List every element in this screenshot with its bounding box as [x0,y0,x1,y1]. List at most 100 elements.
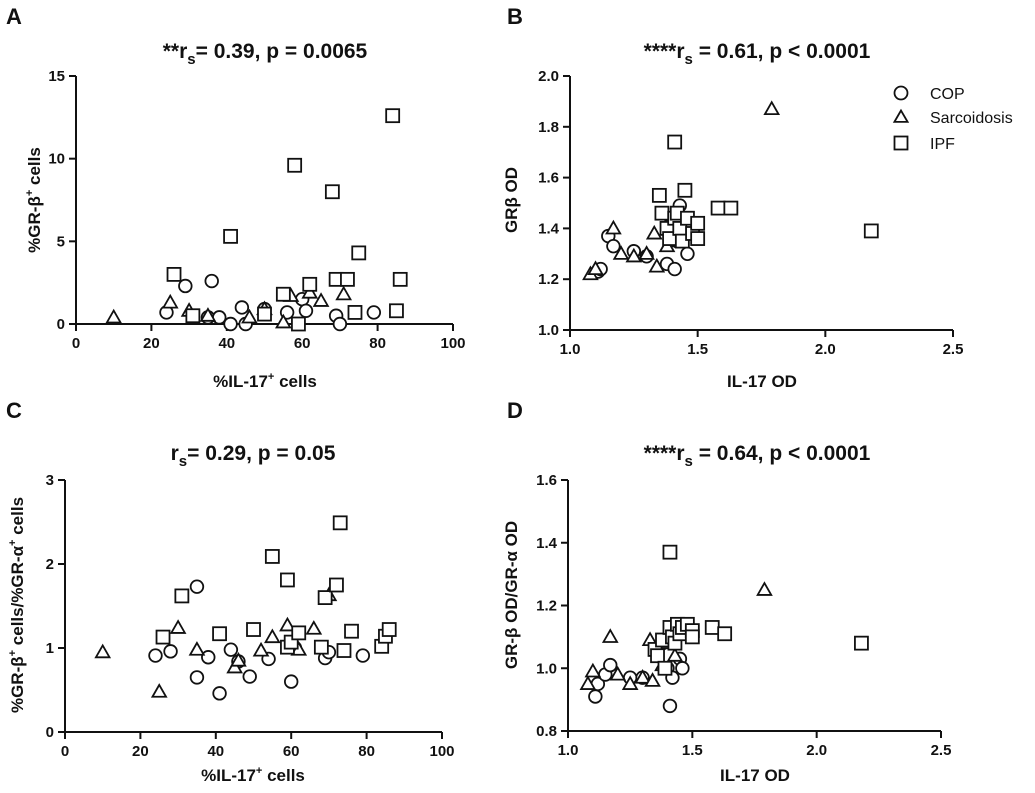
panel-b-point-sarcoidosis [612,245,630,260]
panel-b-point-ipf [667,134,683,150]
panel-d-point-ipf [657,660,673,676]
panel-a-point-sarcoidosis [312,292,330,307]
panel-d-ytick-label: 1.2 [536,598,557,615]
panel-d-ylabel: GR-β OD/GR-α OD [502,521,521,669]
legend-sarcoidosis-marker [892,108,910,123]
panel-a-ytick-label: 10 [48,151,65,168]
panel-c-xtick-label: 20 [132,743,149,760]
panel-c-point-sarcoidosis [94,643,112,659]
panel-a-point-sarcoidosis [241,308,258,324]
panel-c-point-cop [189,670,205,685]
panel-b-point-sarcoidosis [645,224,663,240]
panel-c-point-sarcoidosis [252,641,270,657]
panel-b-xtick-label: 2.0 [815,341,836,358]
panel-c-xtick-label: 0 [61,743,69,760]
panel-a-point-ipf [291,316,306,332]
panel-d-title: ****rs = 0.64, p < 0.0001 [644,442,871,470]
legend-cop-marker [893,85,909,101]
panel-a-point-ipf [223,228,238,244]
panel-c-point-cop [212,686,227,701]
panel-c-point-ipf [329,577,344,593]
panel-a-ytick-label: 0 [57,316,65,333]
panel-a: A **rs= 0.39, p = 0.0065 %IL-17+ cells %… [6,4,368,391]
panel-a-point-ipf [324,184,340,200]
panel-b-point-ipf [654,205,670,221]
panel-c-point-ipf [381,622,397,637]
panel-c-ytick-label: 3 [46,472,54,489]
panel-d-ytick-label: 1.6 [536,472,557,489]
panel-c-point-cop [242,669,257,684]
panel-b-point-ipf [677,182,693,198]
panel-c-point-ipf [332,515,348,531]
panel-a-point-ipf [275,286,291,302]
panel-b-point-sarcoidosis [648,257,666,273]
panel-c: C rs= 0.29, p = 0.05 %IL-17+ cells %GR-β… [6,398,336,785]
panel-b-point-ipf [723,200,739,216]
panel-d-point-ipf [662,544,678,560]
panel-label-c: C [6,398,22,423]
panel-c-point-sarcoidosis [263,628,281,644]
panel-b-point-sarcoidosis [638,245,655,260]
panel-d-point-sarcoidosis [756,581,773,596]
panel-d-point-cop [603,657,618,673]
panel-b-point-sarcoidosis [625,247,643,263]
panel-c-point-sarcoidosis [150,683,168,698]
legend: COP Sarcoidosis IPF [892,85,1013,153]
panel-a-point-ipf [257,306,272,322]
panel-a-plot: 0 5 10 15 0 20 40 60 80 100 [48,68,465,352]
panel-c-ytick-label: 2 [46,556,54,573]
panel-b-ytick-label: 1.2 [538,271,559,288]
panel-label-a: A [6,4,22,29]
panel-b-xtick-label: 2.5 [943,341,964,358]
panel-b: B ****rs = 0.61, p < 0.0001 IL-17 OD GRβ… [502,4,1013,391]
panel-c-point-ipf [336,643,352,658]
legend-sarcoidosis-label: Sarcoidosis [930,110,1013,127]
panel-c-point-cop [189,579,205,594]
panel-a-point-cop [212,310,227,325]
panel-a-point-sarcoidosis [274,313,292,329]
legend-cop-label: COP [930,86,965,103]
panel-a-point-sarcoidosis [199,307,217,322]
panel-d-xlabel: IL-17 OD [720,766,790,785]
panel-d-ytick-label: 1.4 [536,535,558,552]
legend-ipf-marker [893,135,909,151]
panel-c-ylabel: %GR-β+ cells/%GR-α+ cells [7,497,27,713]
panel-b-point-cop [606,238,621,254]
panel-b-xtick-label: 1.5 [687,341,708,358]
panel-d-ytick-label: 0.8 [536,723,557,740]
panel-b-point-sarcoidosis [587,260,604,276]
panel-a-point-ipf [389,303,404,319]
panel-a-point-sarcoidosis [335,285,353,301]
panel-d-xtick-label: 1.5 [682,742,703,759]
panel-c-plot: 0 1 2 3 0 20 40 60 80 100 [46,472,455,760]
panel-a-ylabel: %GR-β+ cells [24,147,44,253]
panel-c-xtick-label: 80 [358,743,375,760]
panel-c-xtick-label: 100 [429,743,454,760]
panel-a-xtick-label: 100 [440,335,465,352]
panel-c-point-cop [355,648,371,663]
panel-d-point-ipf [684,629,700,645]
panel-c-point-ipf [313,639,329,655]
panel-a-point-cop [366,305,382,320]
panel-d-point-sarcoidosis [621,675,639,690]
panel-c-point-cop [201,650,216,665]
panel-d-plot: 0.81.01.21.41.61.0 1.5 2.0 2.5 [536,472,951,759]
panel-a-point-cop [204,273,219,289]
panel-d-point-ipf [650,648,665,664]
panel-d-point-sarcoidosis [609,665,627,681]
panel-c-xtick-label: 60 [283,743,300,760]
panel-c-ytick-label: 1 [46,640,54,657]
panel-a-point-sarcoidosis [105,308,123,324]
panel-d-point-sarcoidosis [584,662,602,678]
panel-c-ytick-label: 0 [46,724,54,741]
panel-a-point-ipf [302,276,318,292]
panel-d-point-ipf [854,635,869,651]
panel-b-point-cop [667,261,682,277]
panel-d: D ****rs = 0.64, p < 0.0001 IL-17 OD GR-… [502,398,871,785]
panel-d-point-ipf [704,620,720,635]
panel-c-point-ipf [280,572,295,588]
panel-c-point-sarcoidosis [169,619,187,634]
